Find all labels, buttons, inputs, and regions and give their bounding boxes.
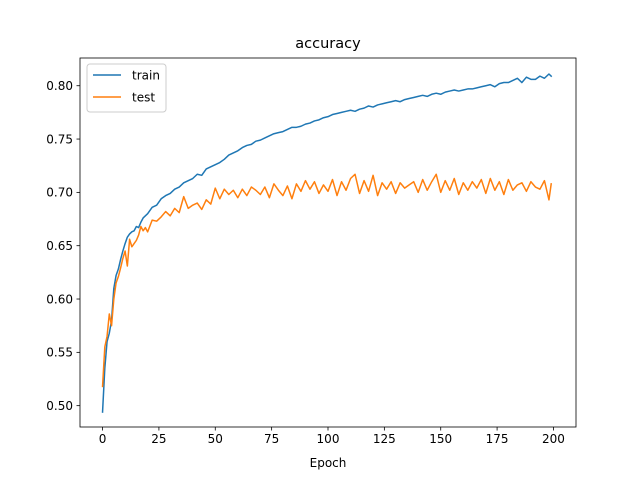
x-tick-label: 50 [208, 432, 223, 446]
x-tick-label: 100 [317, 432, 340, 446]
x-axis: 0 25 50 75 100 125 150 175 200 [99, 427, 565, 446]
legend-label-train: train [132, 69, 160, 83]
x-tick-label: 0 [99, 432, 107, 446]
y-tick-label: 0.60 [46, 292, 73, 306]
y-axis: 0.50 0.55 0.60 0.65 0.70 0.75 0.80 [46, 79, 80, 413]
series-line-train [101, 73, 553, 413]
x-tick-label: 175 [486, 432, 509, 446]
y-tick-label: 0.65 [46, 239, 73, 253]
x-tick-label: 75 [264, 432, 279, 446]
y-tick-label: 0.70 [46, 186, 73, 200]
x-tick-label: 200 [542, 432, 565, 446]
y-tick-label: 0.75 [46, 132, 73, 146]
x-tick-label: 25 [151, 432, 166, 446]
plot-lines [101, 73, 553, 413]
y-tick-label: 0.80 [46, 79, 73, 93]
x-tick-label: 150 [429, 432, 452, 446]
x-tick-label: 125 [373, 432, 396, 446]
legend: train test [86, 63, 167, 113]
y-tick-label: 0.55 [46, 346, 73, 360]
series-line-test [101, 173, 553, 388]
legend-box [86, 63, 167, 113]
x-axis-label: Epoch [310, 456, 347, 470]
legend-label-test: test [132, 91, 155, 105]
y-tick-label: 0.50 [46, 399, 73, 413]
chart-title: accuracy [295, 36, 361, 52]
